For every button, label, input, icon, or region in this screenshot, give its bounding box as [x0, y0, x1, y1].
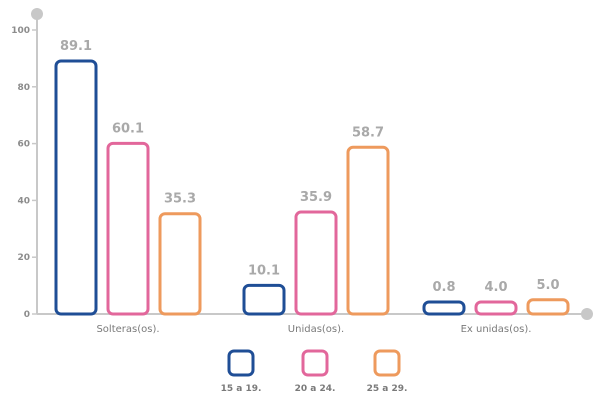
y-tick-label: 40	[17, 196, 30, 206]
bar	[242, 283, 286, 316]
bar	[422, 300, 466, 316]
x-category-label: Ex unidas(os).	[461, 324, 532, 335]
y-tick-label: 100	[11, 26, 30, 36]
y-tick-label: 0	[24, 310, 30, 320]
y-tick-label: 60	[17, 140, 30, 150]
bar	[106, 141, 150, 316]
data-labels: 89.1 10.1 0.8 60.1 35.9 4.0 35.3 58.7 5.0	[60, 39, 560, 295]
legend: 15 a 19. 20 a 24. 25 a 29.	[221, 349, 408, 394]
legend-swatch	[301, 349, 329, 377]
bar	[526, 298, 570, 316]
x-axis-end-dot	[581, 308, 593, 320]
data-label: 0.8	[432, 280, 455, 295]
data-label: 58.7	[352, 125, 384, 140]
bar	[294, 210, 338, 316]
bar	[346, 145, 390, 316]
x-category-label: Unidas(os).	[288, 324, 344, 335]
data-label: 4.0	[484, 280, 507, 295]
bar	[54, 59, 98, 316]
legend-swatch	[227, 349, 255, 377]
data-label: 10.1	[248, 263, 280, 278]
data-label: 35.3	[164, 192, 196, 207]
bar	[474, 300, 518, 316]
bars	[54, 59, 570, 316]
bar	[158, 212, 202, 316]
legend-label: 15 a 19.	[221, 384, 262, 394]
data-label: 35.9	[300, 190, 332, 205]
data-label: 60.1	[112, 121, 144, 136]
x-category-label: Solteras(os).	[96, 324, 159, 335]
y-tick-label: 20	[17, 253, 30, 263]
legend-label: 20 a 24.	[295, 384, 336, 394]
legend-label: 25 a 29.	[367, 384, 408, 394]
data-label: 5.0	[536, 278, 559, 293]
data-label: 89.1	[60, 39, 92, 54]
legend-swatch	[373, 349, 401, 377]
y-tick-label: 80	[17, 83, 30, 93]
y-axis-end-dot	[31, 8, 43, 20]
